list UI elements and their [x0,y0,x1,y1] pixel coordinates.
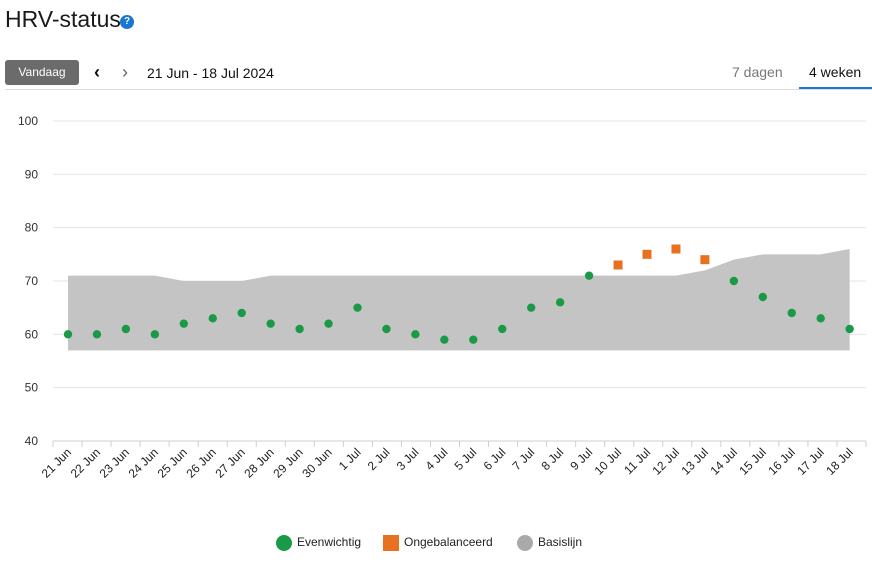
x-tick-label: 6 Jul [481,445,509,473]
x-tick-label: 10 Jul [592,445,625,478]
x-tick-label: 14 Jul [707,445,740,478]
data-point-balanced [208,314,217,323]
legend-marker-baseline [517,535,533,551]
date-range-label: 21 Jun - 18 Jul 2024 [147,65,274,81]
x-tick-label: 8 Jul [538,445,566,473]
data-point-balanced [121,324,131,334]
y-tick-label: 60 [25,327,39,341]
page-title: HRV-status [5,6,121,32]
data-point-balanced [92,330,102,339]
legend-label-balanced: Evenwichtig [297,535,362,549]
data-point-unbalanced [642,249,652,259]
data-point-balanced [845,324,854,334]
x-tick-label: 29 Jun [270,445,305,480]
help-icon[interactable]: ? [120,15,134,29]
x-tick-label: 12 Jul [650,445,683,478]
x-tick-label: 13 Jul [678,445,711,478]
x-tick-label: 25 Jun [155,445,190,480]
x-tick-label: 16 Jul [765,445,798,478]
header-divider [5,89,872,90]
data-point-unbalanced [613,260,623,270]
baseline-band [68,249,850,351]
tab-4-weeks[interactable]: 4 weken [809,64,862,80]
x-tick-label: 26 Jun [183,445,218,480]
chevron-right-icon[interactable]: › [122,62,128,82]
x-tick-label: 1 Jul [336,445,364,473]
tab-7-days[interactable]: 7 dagen [732,64,783,80]
x-tick-label: 21 Jun [39,445,74,480]
data-point-balanced [266,319,275,328]
data-point-balanced [729,276,739,286]
legend-marker-unbalanced [383,535,399,551]
legend-label-baseline: Basislijn [538,535,583,549]
data-point-balanced [787,308,796,318]
x-tick-label: 23 Jun [97,445,132,480]
legend-label-unbalanced: Ongebalanceerd [404,535,493,549]
data-point-balanced [411,330,420,339]
legend-marker-balanced [276,535,292,551]
chart-legend: Evenwichtig Ongebalanceerd Basislijn [0,535,872,555]
data-point-balanced [179,319,188,328]
data-point-balanced [555,298,565,307]
x-tick-label: 28 Jun [241,445,276,480]
active-tab-indicator [799,87,872,89]
x-tick-label: 4 Jul [423,445,451,473]
x-tick-label: 5 Jul [452,445,480,473]
data-point-balanced [237,308,246,318]
data-point-balanced [295,324,304,334]
chevron-left-icon[interactable]: ‹ [94,62,100,82]
x-tick-label: 2 Jul [365,445,393,473]
x-tick-label: 18 Jul [823,445,856,478]
x-tick-label: 11 Jul [621,445,653,477]
x-tick-label: 17 Jul [794,445,827,478]
data-point-balanced [382,324,391,334]
y-tick-label: 70 [25,274,39,288]
data-point-unbalanced [700,255,710,265]
x-tick-label: 24 Jun [126,445,161,480]
x-tick-label: 15 Jul [736,445,769,478]
data-point-balanced [324,319,333,328]
x-tick-label: 30 Jun [299,445,334,480]
data-point-balanced [353,303,362,312]
y-tick-label: 50 [25,381,39,395]
data-point-balanced [469,335,478,344]
x-tick-label: 9 Jul [567,445,595,473]
today-button[interactable]: Vandaag [5,60,79,85]
y-tick-label: 80 [25,221,39,235]
y-tick-label: 100 [18,114,38,128]
data-point-unbalanced [671,244,681,254]
data-point-balanced [527,303,536,312]
data-point-balanced [758,292,767,302]
data-point-balanced [63,330,73,339]
x-tick-label: 3 Jul [394,445,422,473]
data-point-balanced [584,271,594,280]
x-tick-label: 22 Jun [68,445,103,480]
x-tick-label: 7 Jul [509,445,537,473]
data-point-balanced [150,330,160,339]
y-tick-label: 90 [25,167,39,181]
data-point-balanced [816,314,825,323]
data-point-balanced [440,335,449,344]
x-tick-label: 27 Jun [212,445,247,480]
data-point-balanced [498,324,507,334]
y-tick-label: 40 [25,434,39,448]
